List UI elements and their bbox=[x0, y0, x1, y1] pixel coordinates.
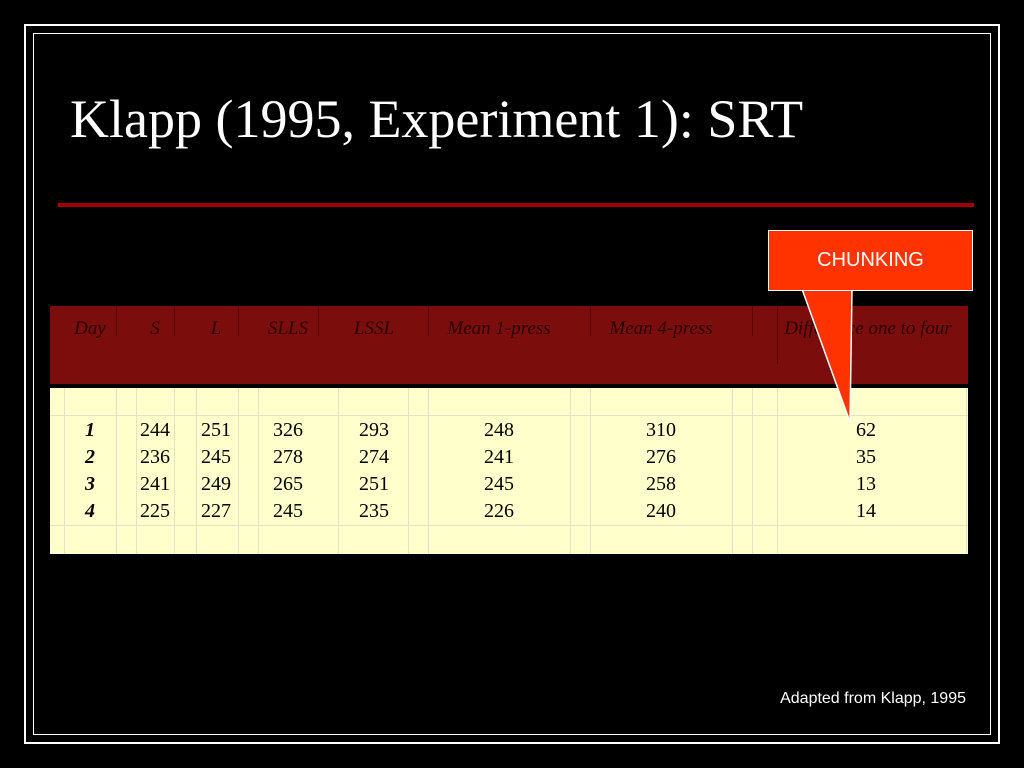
body-gridline bbox=[258, 388, 259, 554]
body-gridline bbox=[338, 388, 339, 554]
table-cell: 240 bbox=[646, 500, 676, 522]
header-gridline bbox=[428, 306, 429, 336]
header-slls: SLLS bbox=[267, 318, 309, 339]
table-cell: 227 bbox=[201, 500, 231, 522]
header-gridline bbox=[590, 306, 591, 336]
chunking-callout: CHUNKING bbox=[768, 230, 973, 291]
header-l: L bbox=[210, 318, 222, 339]
slide-outer-border bbox=[24, 24, 1000, 744]
table-cell: 225 bbox=[140, 500, 170, 522]
table-cell: 276 bbox=[646, 446, 676, 468]
title-divider bbox=[58, 203, 974, 207]
header-gridline bbox=[777, 306, 778, 364]
table-cell: 251 bbox=[359, 473, 389, 495]
body-gridline bbox=[428, 388, 429, 554]
table-cell: 13 bbox=[856, 473, 876, 495]
header-gridline bbox=[238, 306, 239, 336]
body-gridline bbox=[752, 388, 753, 554]
table-header-row: Day S L SLLS LSSL Mean 1-press Mean 4-pr… bbox=[50, 306, 968, 386]
table-cell: 245 bbox=[484, 473, 514, 495]
table-cell: 274 bbox=[359, 446, 389, 468]
slide-footer: Adapted from Klapp, 1995 bbox=[780, 690, 966, 707]
table-cell: 235 bbox=[359, 500, 389, 522]
body-gridline bbox=[570, 388, 571, 554]
table-cell: 258 bbox=[646, 473, 676, 495]
table-cell: 245 bbox=[273, 500, 303, 522]
header-gridline bbox=[174, 306, 175, 336]
body-gridline bbox=[196, 388, 197, 554]
table-cell: 251 bbox=[201, 419, 231, 441]
table-cell-day: 4 bbox=[85, 500, 95, 522]
slide-inner-border bbox=[33, 33, 991, 735]
body-gridline bbox=[777, 388, 778, 554]
table-cell: 278 bbox=[273, 446, 303, 468]
table-cell: 241 bbox=[140, 473, 170, 495]
table-cell: 14 bbox=[856, 500, 876, 522]
table-cell-day: 3 bbox=[85, 473, 95, 495]
table-cell: 310 bbox=[646, 419, 676, 441]
header-difference: Difference one to four bbox=[784, 318, 952, 339]
table-cell: 35 bbox=[856, 446, 876, 468]
table-cell: 236 bbox=[140, 446, 170, 468]
body-gridline bbox=[136, 388, 137, 554]
body-gridline bbox=[116, 388, 117, 554]
header-mean-4-press: Mean 4-press bbox=[609, 318, 713, 339]
header-gridline bbox=[116, 306, 117, 336]
slide-title: Klapp (1995, Experiment 1): SRT bbox=[70, 89, 804, 149]
header-day: Day bbox=[74, 318, 106, 339]
table-cell: 245 bbox=[201, 446, 231, 468]
body-gridline bbox=[590, 388, 591, 554]
body-gridline bbox=[732, 388, 733, 554]
table-cell: 248 bbox=[484, 419, 514, 441]
table-cell: 62 bbox=[856, 419, 876, 441]
header-gridline bbox=[318, 306, 319, 336]
table-cell: 226 bbox=[484, 500, 514, 522]
header-s: S bbox=[150, 318, 160, 339]
table-cell: 249 bbox=[201, 473, 231, 495]
header-mean-1-press: Mean 1-press bbox=[447, 318, 551, 339]
body-gridline bbox=[174, 388, 175, 554]
header-lssl: LSSL bbox=[353, 318, 395, 339]
header-gridline bbox=[752, 306, 753, 336]
table-cell: 244 bbox=[140, 419, 170, 441]
table-cell-day: 1 bbox=[85, 419, 95, 441]
table-cell-day: 2 bbox=[85, 446, 95, 468]
body-gridline bbox=[50, 525, 968, 526]
body-gridline bbox=[238, 388, 239, 554]
table-cell: 326 bbox=[273, 419, 303, 441]
table-body: 1 244 251 326 293 248 310 62 2 236 245 2… bbox=[50, 388, 968, 554]
body-gridline bbox=[64, 388, 65, 554]
table-cell: 265 bbox=[273, 473, 303, 495]
table-cell: 241 bbox=[484, 446, 514, 468]
body-gridline bbox=[50, 415, 968, 416]
body-gridline bbox=[966, 388, 967, 554]
table-cell: 293 bbox=[359, 419, 389, 441]
body-gridline bbox=[408, 388, 409, 554]
